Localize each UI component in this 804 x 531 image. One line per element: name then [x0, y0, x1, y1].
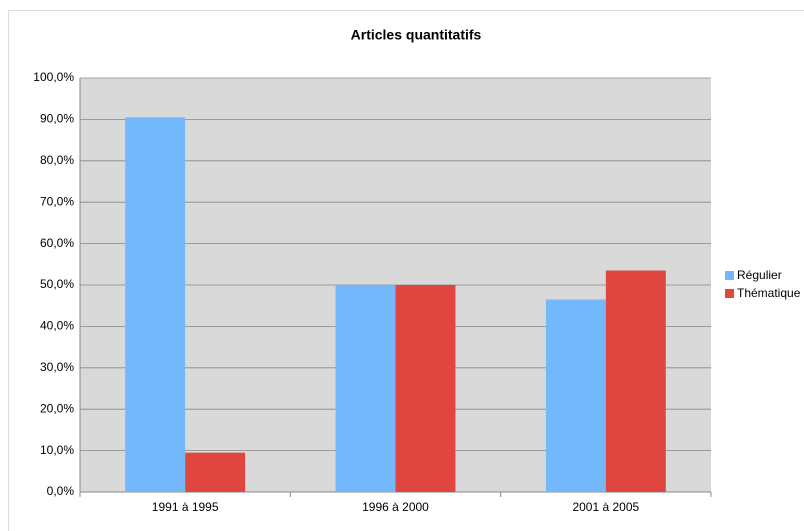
y-tick-label: 70,0% [40, 194, 74, 208]
x-tick-label: 1991 à 1995 [152, 500, 219, 514]
y-tick-label: 50,0% [40, 277, 74, 291]
y-tick-label: 100,0% [33, 70, 74, 84]
y-tick-label: 0,0% [47, 484, 75, 498]
legend-swatch [725, 289, 734, 298]
bar [335, 285, 396, 492]
bar [605, 270, 666, 492]
y-tick-label: 90,0% [40, 112, 74, 126]
legend-swatch [725, 271, 734, 280]
bar [125, 117, 186, 492]
legend-label: Régulier [737, 268, 782, 282]
y-tick-label: 60,0% [40, 236, 74, 250]
x-tick-label: 2001 à 2005 [572, 500, 639, 514]
bar [545, 299, 606, 492]
x-tick-label: 1996 à 2000 [362, 500, 429, 514]
legend-label: Thématique [737, 286, 801, 300]
chart-title: Articles quantitatifs [351, 27, 482, 43]
bar [395, 285, 456, 492]
bar [185, 452, 246, 492]
y-tick-label: 10,0% [40, 443, 74, 457]
y-tick-label: 20,0% [40, 401, 74, 415]
y-tick-label: 40,0% [40, 319, 74, 333]
y-tick-label: 30,0% [40, 360, 74, 374]
y-tick-label: 80,0% [40, 153, 74, 167]
